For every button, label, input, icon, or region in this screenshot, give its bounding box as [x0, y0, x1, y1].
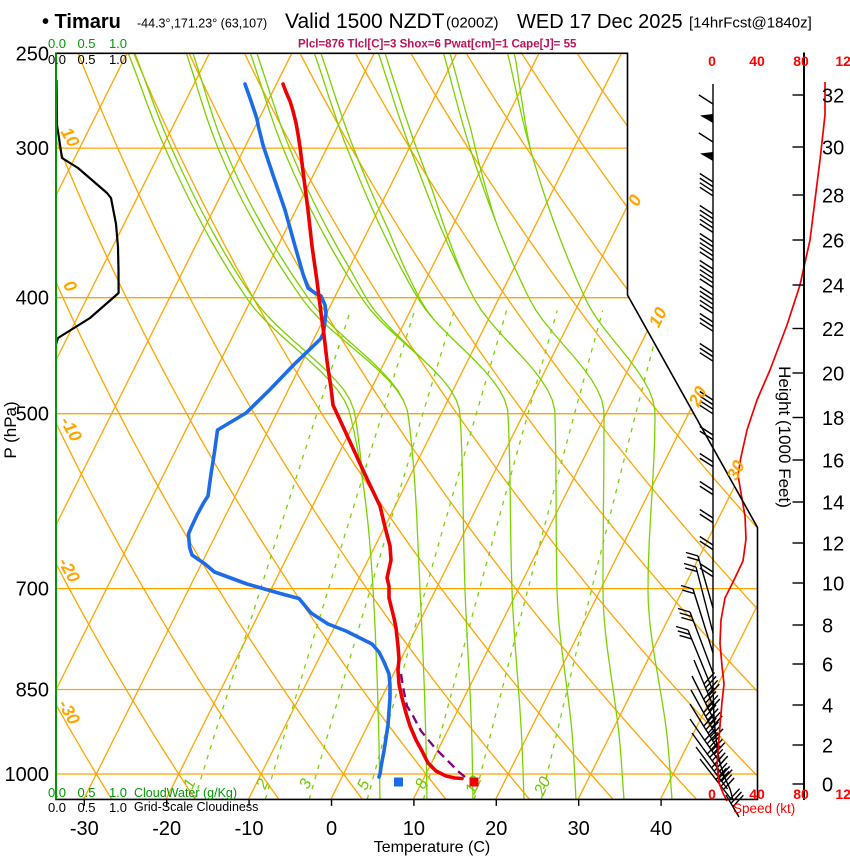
svg-text:40: 40: [650, 818, 672, 840]
svg-text:30: 30: [822, 138, 844, 160]
svg-text:14: 14: [822, 493, 844, 515]
svg-text:10: 10: [644, 304, 671, 331]
svg-text:0.5: 0.5: [77, 785, 95, 800]
svg-text:-20: -20: [54, 554, 84, 586]
svg-text:80: 80: [793, 786, 809, 802]
svg-text:Grid-Scale Cloudiness: Grid-Scale Cloudiness: [134, 800, 258, 814]
svg-text:[14hrFcst@1840z]: [14hrFcst@1840z]: [689, 15, 812, 32]
svg-text:WED 17 Dec 2025: WED 17 Dec 2025: [517, 11, 683, 33]
svg-text:40: 40: [749, 786, 765, 802]
svg-text:22: 22: [822, 319, 844, 341]
svg-text:10: 10: [822, 574, 844, 596]
svg-text:Speed (kt): Speed (kt): [733, 801, 795, 816]
svg-text:0.5: 0.5: [77, 52, 95, 67]
svg-text:2: 2: [822, 736, 833, 758]
svg-text:0: 0: [59, 277, 81, 296]
svg-text:Height (1000 Feet): Height (1000 Feet): [775, 366, 794, 508]
svg-text:5: 5: [354, 777, 373, 792]
svg-text:0.0: 0.0: [48, 785, 66, 800]
svg-text:1.0: 1.0: [109, 785, 127, 800]
svg-text:2: 2: [253, 776, 273, 792]
svg-text:400: 400: [16, 288, 49, 310]
svg-text:0.5: 0.5: [77, 800, 95, 815]
svg-text:28: 28: [822, 186, 844, 208]
svg-text:Plcl=876 Tlcl[C]=3 Shox=6 Pwat: Plcl=876 Tlcl[C]=3 Shox=6 Pwat[cm]=1 Cap…: [298, 39, 577, 51]
svg-text:0.0: 0.0: [48, 52, 66, 67]
svg-text:20: 20: [485, 818, 507, 840]
svg-text:4: 4: [822, 696, 833, 718]
svg-text:(0200Z): (0200Z): [446, 15, 499, 32]
svg-text:20: 20: [531, 774, 554, 798]
svg-text:850: 850: [16, 680, 49, 702]
svg-text:32: 32: [822, 86, 844, 108]
svg-text:0.5: 0.5: [77, 36, 95, 51]
svg-text:-30: -30: [70, 818, 99, 840]
svg-text:0: 0: [708, 786, 716, 802]
svg-text:-20: -20: [152, 818, 181, 840]
svg-text:30: 30: [568, 818, 590, 840]
svg-text:3: 3: [296, 776, 315, 791]
svg-text:120: 120: [835, 53, 850, 69]
svg-text:0.0: 0.0: [48, 36, 66, 51]
svg-text:250: 250: [16, 43, 49, 65]
svg-text:18: 18: [822, 408, 844, 430]
svg-text:12: 12: [822, 534, 844, 556]
svg-text:16: 16: [822, 451, 844, 473]
svg-text:8: 8: [822, 616, 833, 638]
svg-text:0.0: 0.0: [48, 800, 66, 815]
svg-text:Temperature (C): Temperature (C): [374, 839, 490, 856]
svg-text:P (hPa): P (hPa): [1, 401, 20, 458]
svg-text:0: 0: [822, 775, 833, 797]
svg-text:Valid 1500 NZDT: Valid 1500 NZDT: [285, 10, 445, 33]
svg-text:0: 0: [326, 818, 337, 840]
svg-text:80: 80: [793, 53, 809, 69]
svg-text:6: 6: [822, 655, 833, 677]
svg-text:1.0: 1.0: [109, 36, 127, 51]
svg-text:40: 40: [749, 53, 765, 69]
svg-text:10: 10: [403, 818, 425, 840]
svg-text:700: 700: [16, 579, 49, 601]
svg-text:1.0: 1.0: [109, 800, 127, 815]
svg-text:-10: -10: [235, 818, 264, 840]
svg-text:300: 300: [16, 138, 49, 160]
svg-text:20: 20: [684, 383, 711, 411]
svg-text:1.0: 1.0: [109, 52, 127, 67]
svg-text:120: 120: [835, 786, 850, 802]
svg-text:• Timaru: • Timaru: [42, 11, 121, 33]
svg-text:-44.3°,171.23° (63,107): -44.3°,171.23° (63,107): [137, 17, 267, 31]
svg-text:-30: -30: [54, 696, 84, 728]
svg-text:1000: 1000: [5, 764, 50, 786]
svg-text:26: 26: [822, 231, 844, 253]
svg-text:30: 30: [722, 457, 749, 484]
svg-text:0: 0: [708, 53, 716, 69]
svg-text:500: 500: [16, 404, 49, 426]
svg-text:CloudWater (g/Kg): CloudWater (g/Kg): [134, 786, 237, 800]
svg-text:20: 20: [822, 364, 844, 386]
svg-text:-10: -10: [56, 413, 86, 445]
svg-text:24: 24: [822, 276, 844, 298]
